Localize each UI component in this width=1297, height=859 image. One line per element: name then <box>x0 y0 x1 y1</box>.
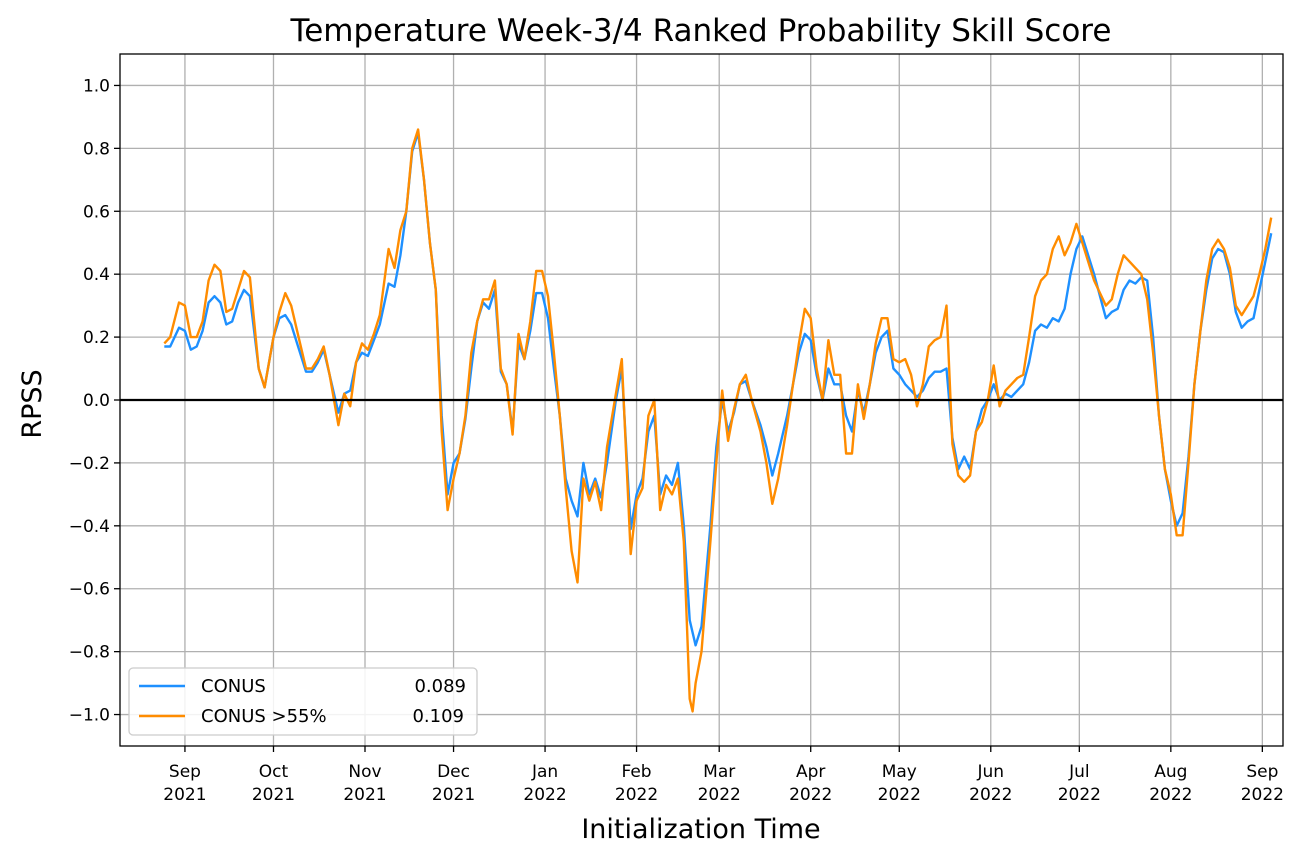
x-tick-month-label: Jun <box>976 762 1004 782</box>
x-tick-year-label: 2021 <box>432 785 475 805</box>
y-axis-ticks: −1.0 −0.8 −0.6 −0.4 −0.2 0.0 0.2 0.4 0.6 0.8 1.0 <box>69 76 120 726</box>
x-tick-month-label: Sep <box>1246 762 1278 782</box>
y-tick-label: −0.2 <box>69 454 110 474</box>
y-tick-label: 0.0 <box>83 391 110 411</box>
x-axis-ticks: Sep 2021 Oct 2021 Nov 2021 Dec 2021 Jan 2022 Feb 20… <box>163 746 1284 805</box>
y-tick-label: 1.0 <box>83 76 110 96</box>
x-tick-year-label: 2022 <box>878 785 921 805</box>
x-tick-month-label: Feb <box>622 762 652 782</box>
x-tick-month-label: Aug <box>1154 762 1187 782</box>
y-tick-label: −0.4 <box>69 517 110 537</box>
x-tick-month-label: Oct <box>259 762 289 782</box>
y-tick-label: 0.4 <box>83 265 110 285</box>
x-tick-year-label: 2022 <box>523 785 566 805</box>
x-tick-month-label: May <box>882 762 917 782</box>
chart-title: Temperature Week-3/4 Ranked Probability … <box>290 13 1112 49</box>
y-tick-label: −0.6 <box>69 580 110 600</box>
x-tick-year-label: 2022 <box>1149 785 1192 805</box>
x-tick-month-label: Apr <box>796 762 825 782</box>
legend-value-conus-55: 0.109 <box>412 706 464 727</box>
y-tick-label: 0.8 <box>83 139 110 159</box>
x-tick-year-label: 2021 <box>343 785 386 805</box>
y-tick-label: 0.2 <box>83 328 110 348</box>
series-line-conus-55 <box>163 128 1273 713</box>
legend: CONUS 0.089 CONUS >55% 0.109 <box>128 667 478 736</box>
x-tick-year-label: 2022 <box>698 785 741 805</box>
series-lines <box>163 128 1273 713</box>
x-tick-year-label: 2022 <box>1058 785 1101 805</box>
x-tick-year-label: 2021 <box>163 785 206 805</box>
legend-value-conus: 0.089 <box>414 676 466 697</box>
x-axis-label: Initialization Time <box>581 814 820 845</box>
y-tick-label: −1.0 <box>69 706 110 726</box>
x-tick-month-label: Nov <box>348 762 381 782</box>
y-tick-label: 0.6 <box>83 202 110 222</box>
legend-label-conus-55: CONUS >55% <box>201 706 327 727</box>
x-tick-year-label: 2022 <box>1241 785 1284 805</box>
x-tick-month-label: Jan <box>531 762 558 782</box>
x-tick-year-label: 2022 <box>615 785 658 805</box>
y-tick-label: −0.8 <box>69 643 110 663</box>
x-tick-year-label: 2021 <box>252 785 295 805</box>
y-axis-label: RPSS <box>17 369 48 438</box>
x-tick-month-label: Mar <box>703 762 735 782</box>
x-tick-year-label: 2022 <box>789 785 832 805</box>
legend-box <box>128 667 478 736</box>
x-tick-month-label: Jul <box>1068 762 1090 782</box>
x-tick-month-label: Sep <box>169 762 201 782</box>
series-line-conus <box>164 131 1273 647</box>
x-tick-year-label: 2022 <box>969 785 1012 805</box>
legend-label-conus: CONUS <box>201 676 266 697</box>
x-tick-month-label: Dec <box>437 762 470 782</box>
